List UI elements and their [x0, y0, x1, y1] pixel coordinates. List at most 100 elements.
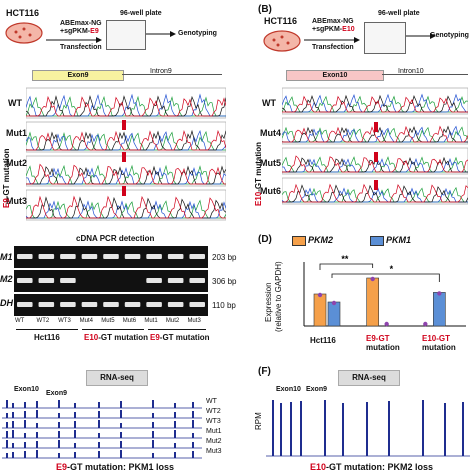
- rnaseq-peak: [192, 451, 194, 458]
- gel-band: [146, 278, 162, 283]
- gel-lane-label: Mut3: [187, 318, 201, 324]
- gel-band: [103, 254, 119, 259]
- bar-PKM2-0: [313, 293, 327, 327]
- rnaseq-peak: [24, 433, 26, 438]
- bracket-3: [148, 329, 206, 330]
- sig-bracket-2: [331, 273, 440, 282]
- rnaseq-peak: [98, 433, 100, 438]
- rnaseq-peak: [74, 443, 76, 448]
- gel-group-3-red: E9: [150, 333, 160, 342]
- gel-lane-label: Mut2: [165, 318, 180, 324]
- panelB-side-suffix: -GT mutation: [254, 141, 263, 192]
- rnaseq-peak: [58, 440, 60, 448]
- rnaseq-peak: [98, 442, 100, 448]
- rnaseq-peak: [58, 422, 60, 428]
- trackE-1: WT2: [206, 408, 221, 415]
- rnaseq-peak: [192, 411, 194, 418]
- rnaseq-peak: [24, 451, 26, 458]
- panelA-side-suffix: -GT mutation: [2, 148, 11, 199]
- barD-group-2-suffix: mutation: [422, 343, 456, 352]
- gel-band: [60, 278, 76, 283]
- gel-strip-3: [14, 294, 208, 316]
- panelA-intron: Intron9: [150, 68, 172, 75]
- gel-lane-label: Mut6: [122, 318, 137, 324]
- legend-pkm1: PKM1: [386, 235, 412, 245]
- panelB-cell-line: HCT116: [264, 16, 298, 26]
- arrow-icon: [46, 37, 102, 43]
- mutation-marker: [374, 152, 378, 162]
- gel-group-2-red: E10: [84, 333, 99, 342]
- chromatogram-trace: [26, 195, 226, 219]
- chromatogram-trace: [282, 125, 469, 143]
- gel-band: [38, 254, 55, 259]
- rnaseq-peak: [120, 441, 122, 448]
- panelA-genotyping: Genotyping: [178, 30, 217, 37]
- panelB-intron: Intron10: [398, 68, 424, 75]
- intron-line: [122, 74, 222, 75]
- group-brackets: [14, 330, 208, 331]
- rnaseq-peak: [12, 452, 14, 458]
- sig-label-1: **: [341, 254, 349, 264]
- rnaseq-peak: [290, 402, 292, 456]
- rnaseq-peak: [174, 452, 176, 458]
- rnaseq-peak: [58, 431, 60, 438]
- panelA-transfection: Transfection: [60, 44, 102, 51]
- panelF-caption-rest: -GT mutation: PKM2 loss: [326, 462, 434, 472]
- rnaseq-peak: [36, 410, 38, 418]
- rnaseq-peak: [12, 412, 14, 418]
- sig-label-2: *: [390, 264, 394, 274]
- legend-pkm2: PKM2: [308, 235, 334, 245]
- trackE-0: WT: [206, 398, 217, 405]
- gel-band: [167, 278, 184, 283]
- rnaseq-peak: [12, 403, 14, 408]
- bar-PKM1-0: [327, 301, 341, 327]
- trackE-4: Mut2: [206, 438, 222, 445]
- rnaseq-peak: [120, 423, 122, 428]
- bracket-1: [16, 329, 78, 330]
- rowB-3: Mut6: [260, 186, 281, 196]
- rnaseq-peak: [74, 421, 76, 428]
- gel-band: [17, 302, 33, 307]
- legend-pkm2-swatch: [292, 236, 306, 246]
- gel-strip-1: [14, 246, 208, 268]
- chromatogram-trace: [25, 200, 227, 219]
- rnaseq-peak: [6, 400, 8, 408]
- rnaseq-peak: [12, 443, 14, 448]
- barD-group-0: Hct116: [310, 336, 336, 345]
- gel-band: [124, 302, 141, 307]
- panelA-plate: 96-well plate: [120, 10, 162, 17]
- rnaseq-peak: [6, 413, 8, 418]
- rnaseq-peak: [152, 413, 154, 418]
- well-plate: [364, 22, 406, 54]
- chromatogram-trace: [25, 94, 227, 117]
- gel-band: [60, 254, 76, 259]
- rnaseq-peak: [174, 412, 176, 418]
- rnaseq-peak: [280, 403, 282, 456]
- rnaseq-peak: [74, 403, 76, 408]
- rnaseq-peak: [120, 450, 122, 458]
- gel-group-3-rest: -GT mutation: [159, 333, 210, 342]
- gel-band: [17, 254, 33, 259]
- panelE-caption-red: E9: [56, 462, 68, 472]
- rnaseq-peak: [6, 453, 8, 458]
- chromatogram-trace: [26, 129, 227, 151]
- panelA-cell-line: HCT116: [6, 8, 40, 18]
- mutation-marker: [122, 186, 126, 196]
- chromatogram-trace: [282, 183, 469, 203]
- rnaseq-peak: [98, 402, 100, 408]
- bar-point: [423, 321, 428, 327]
- rnaseq-peak: [36, 432, 38, 438]
- gel-band: [167, 254, 184, 259]
- chromatogram-trace: [281, 93, 468, 113]
- rnaseq-peak: [388, 401, 390, 456]
- rnaseq-peak: [24, 411, 26, 418]
- rnaseq-peak: [36, 441, 38, 448]
- gel-lane-label: WT3: [58, 318, 71, 324]
- arrow-icon: [146, 31, 176, 37]
- gel-band: [189, 278, 205, 283]
- rnaseq-peak: [192, 420, 194, 428]
- rnaseq-peak: [24, 420, 26, 428]
- chromatogram-row: [281, 87, 469, 115]
- panelB-plate: 96-well plate: [378, 10, 420, 17]
- rowA-3: Mut3: [6, 196, 27, 206]
